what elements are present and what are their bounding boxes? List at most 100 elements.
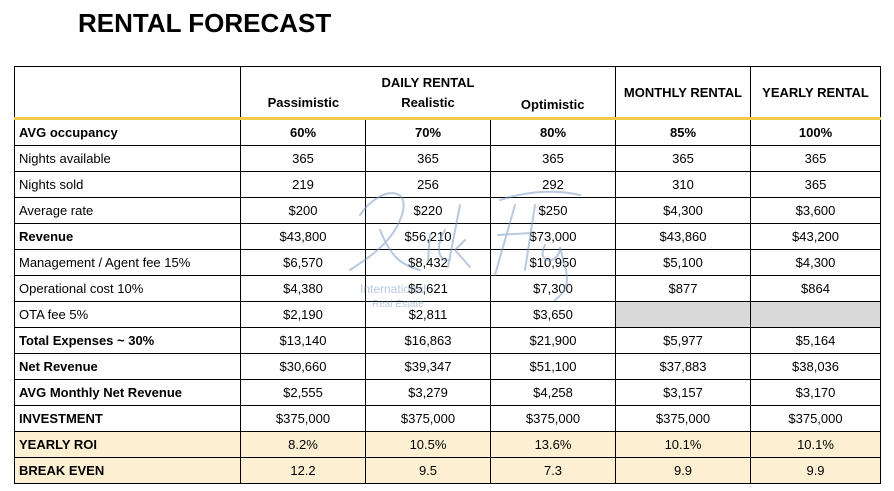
monthly-rental-header: MONTHLY RENTAL — [615, 66, 752, 120]
table-row: YEARLY ROI 8.2% 10.5% 13.6% 10.1% 10.1% — [14, 431, 882, 458]
table-row: AVG occupancy 60% 70% 80% 85% 100% — [14, 118, 882, 146]
row-value: $5,100 — [615, 249, 752, 276]
row-label: Total Expenses ~ 30% — [14, 327, 241, 354]
row-value: $5,164 — [750, 327, 882, 354]
row-label: Net Revenue — [14, 353, 241, 380]
row-value: 100% — [750, 118, 882, 146]
row-value: 60% — [240, 118, 366, 146]
row-label: Revenue — [14, 223, 241, 250]
row-value: $30,660 — [240, 353, 366, 380]
row-value: $2,811 — [365, 301, 491, 328]
row-value: $877 — [615, 275, 752, 302]
row-value — [615, 301, 752, 328]
row-value: 9.9 — [750, 457, 882, 484]
row-value: 219 — [240, 171, 366, 198]
header-row: DAILY RENTAL Passimistic Realistic Optim… — [14, 66, 882, 120]
page-title: RENTAL FORECAST — [78, 8, 332, 38]
row-value: $3,170 — [750, 379, 882, 406]
realistic-label: Realistic — [401, 95, 455, 110]
row-value: $375,000 — [750, 405, 882, 432]
row-value: $13,140 — [240, 327, 366, 354]
row-value: $220 — [365, 197, 491, 224]
row-label: Average rate — [14, 197, 241, 224]
row-value: $5,621 — [365, 275, 491, 302]
row-value: 7.3 — [489, 457, 617, 484]
row-label: Nights sold — [14, 171, 241, 198]
row-value: $38,036 — [750, 353, 882, 380]
table-row: INVESTMENT $375,000 $375,000 $375,000 $375,0… — [14, 405, 882, 432]
table-row: Total Expenses ~ 30% $13,140 $16,863 $21,90… — [14, 327, 882, 354]
row-value: $39,347 — [365, 353, 491, 380]
row-value: $56,210 — [365, 223, 491, 250]
row-label: OTA fee 5% — [14, 301, 241, 328]
row-value: $375,000 — [240, 405, 366, 432]
row-value: $4,300 — [615, 197, 752, 224]
row-value: $4,300 — [750, 249, 882, 276]
row-value: 365 — [489, 145, 617, 172]
row-value: $375,000 — [365, 405, 491, 432]
row-value: 12.2 — [240, 457, 366, 484]
row-value: 9.9 — [615, 457, 752, 484]
row-value: $200 — [240, 197, 366, 224]
row-value: 80% — [489, 118, 617, 146]
row-value: $4,380 — [240, 275, 366, 302]
table-row: OTA fee 5% $2,190 $2,811 $3,650 — [14, 301, 882, 328]
pessimistic-label: Passimistic — [267, 95, 340, 110]
row-value: $3,650 — [489, 301, 617, 328]
table-row: Management / Agent fee 15% $6,570 $8,432 $1… — [14, 249, 882, 276]
row-value: $43,200 — [750, 223, 882, 250]
row-value: $10,950 — [489, 249, 617, 276]
row-value: $3,157 — [615, 379, 752, 406]
table-row: Nights sold 219 256 292 310 365 — [14, 171, 882, 198]
row-value: 365 — [750, 145, 882, 172]
optimistic-label: Optimistic — [520, 97, 585, 112]
row-label: BREAK EVEN — [14, 457, 241, 484]
table-row: Nights available 365 365 365 365 365 — [14, 145, 882, 172]
row-value: $375,000 — [615, 405, 752, 432]
row-label: AVG occupancy — [14, 118, 241, 146]
row-value: $8,432 — [365, 249, 491, 276]
row-value: $3,279 — [365, 379, 491, 406]
row-value: 256 — [365, 171, 491, 198]
row-value: 10.1% — [750, 431, 882, 458]
row-label: Management / Agent fee 15% — [14, 249, 241, 276]
table-row: Operational cost 10% $4,380 $5,621 $7,300 $8… — [14, 275, 882, 302]
row-value: $43,860 — [615, 223, 752, 250]
row-value: $3,600 — [750, 197, 882, 224]
rental-forecast-table: DAILY RENTAL Passimistic Realistic Optim… — [14, 66, 882, 484]
row-value: 10.5% — [365, 431, 491, 458]
row-value: 310 — [615, 171, 752, 198]
row-value: 365 — [750, 171, 882, 198]
row-value: $864 — [750, 275, 882, 302]
row-value: 292 — [489, 171, 617, 198]
row-value: $21,900 — [489, 327, 617, 354]
row-value: $250 — [489, 197, 617, 224]
row-value: 9.5 — [365, 457, 491, 484]
row-value: 8.2% — [240, 431, 366, 458]
row-value: $43,800 — [240, 223, 366, 250]
table-row: AVG Monthly Net Revenue $2,555 $3,279 $4,25… — [14, 379, 882, 406]
daily-rental-header: DAILY RENTAL Passimistic Realistic Optim… — [239, 66, 617, 120]
row-value — [750, 301, 882, 328]
row-value: $6,570 — [240, 249, 366, 276]
row-value: 13.6% — [489, 431, 617, 458]
row-value: 10.1% — [615, 431, 752, 458]
row-value: 85% — [615, 118, 752, 146]
row-value: $73,000 — [489, 223, 617, 250]
table-row: BREAK EVEN 12.2 9.5 7.3 9.9 9.9 — [14, 457, 882, 484]
row-value: 70% — [365, 118, 491, 146]
row-label: YEARLY ROI — [14, 431, 241, 458]
row-label: INVESTMENT — [14, 405, 241, 432]
daily-rental-label: DAILY RENTAL — [381, 75, 475, 90]
table-row: Revenue $43,800 $56,210 $73,000 $43,860 $43,2… — [14, 223, 882, 250]
row-value: $2,555 — [240, 379, 366, 406]
table-row: Net Revenue $30,660 $39,347 $51,100 $37,883 $… — [14, 353, 882, 380]
row-label: AVG Monthly Net Revenue — [14, 379, 241, 406]
row-value: $7,300 — [489, 275, 617, 302]
row-value: 365 — [365, 145, 491, 172]
row-value: $4,258 — [489, 379, 617, 406]
row-value: 365 — [240, 145, 366, 172]
row-label: Nights available — [14, 145, 241, 172]
row-value: $2,190 — [240, 301, 366, 328]
row-value: 365 — [615, 145, 752, 172]
